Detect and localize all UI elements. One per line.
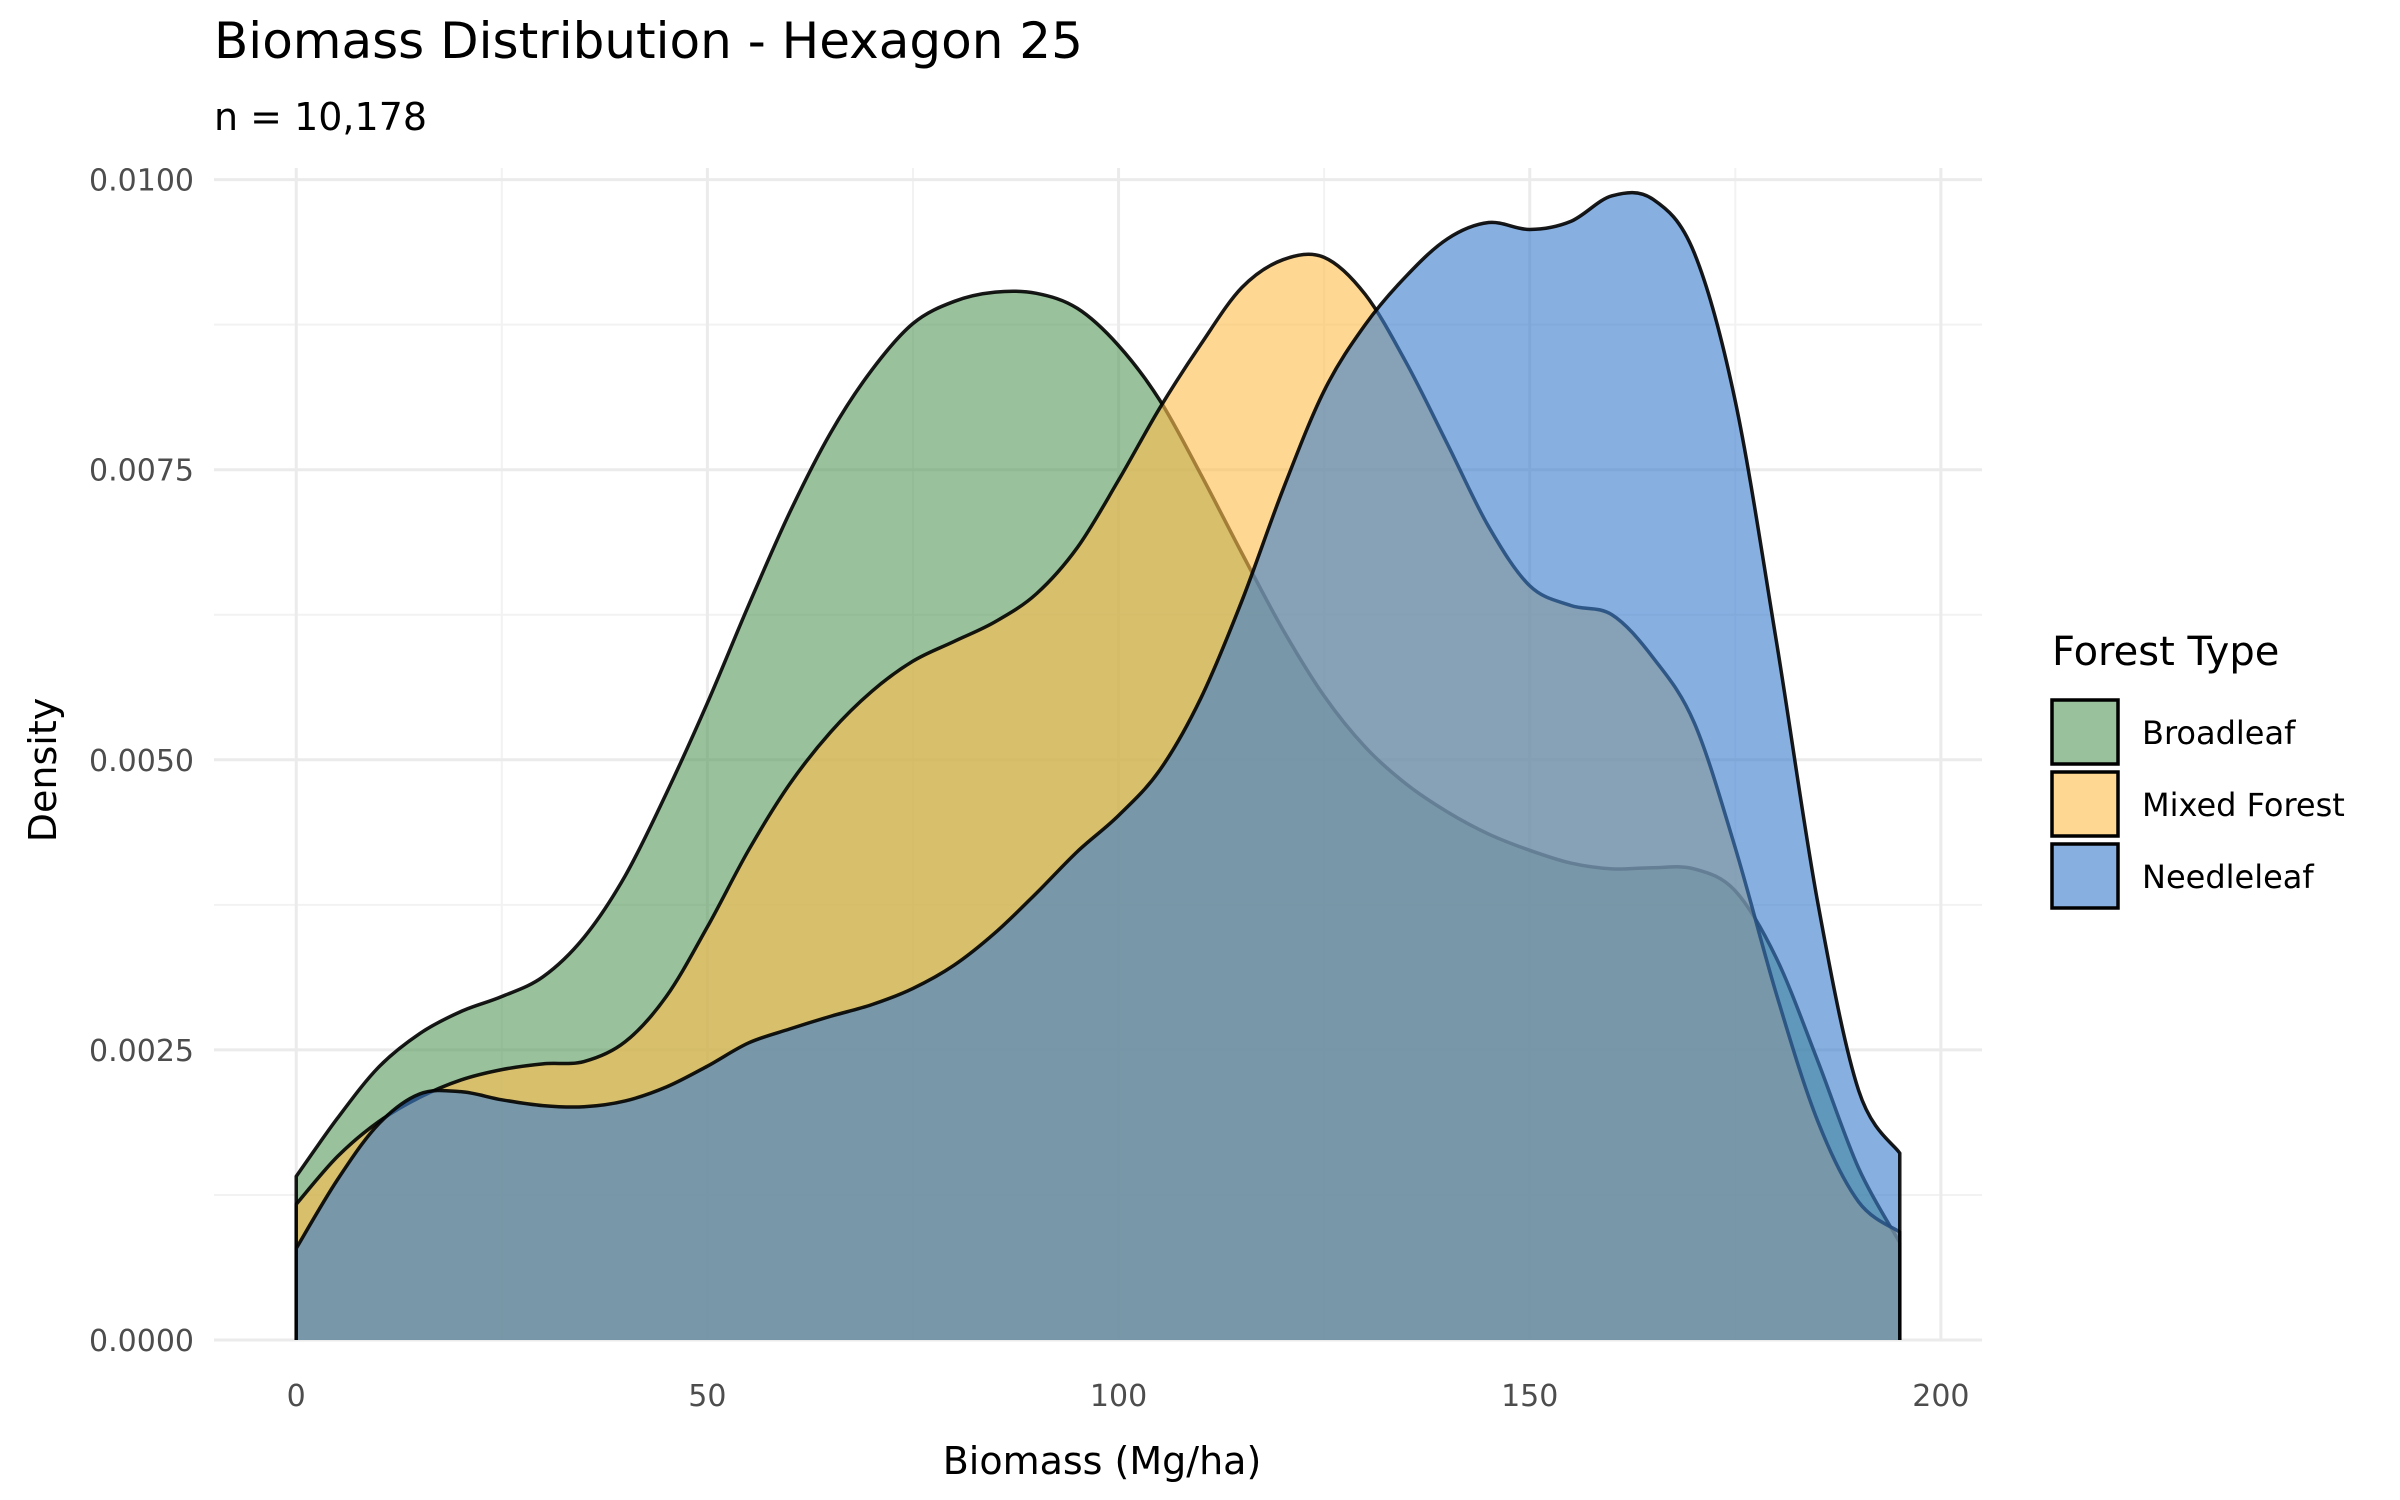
y-axis-ticks: 0.0000 0.0025 0.0050 0.0075 0.0100 bbox=[89, 164, 194, 1359]
legend-items: Broadleaf Mixed Forest Needleleaf bbox=[2050, 698, 2345, 910]
y-tick-label: 0.0025 bbox=[89, 1034, 194, 1069]
density-line-needleleaf bbox=[294, 190, 1902, 1340]
legend-swatch bbox=[2050, 842, 2120, 910]
x-axis-ticks: 0 50 100 150 200 bbox=[287, 1379, 1970, 1414]
y-tick-label: 0.0075 bbox=[89, 454, 194, 489]
y-tick-label: 0.0000 bbox=[89, 1324, 194, 1359]
chart-title: Biomass Distribution - Hexagon 25 bbox=[214, 12, 1083, 70]
legend-item: Mixed Forest bbox=[2050, 770, 2345, 838]
x-tick-label: 100 bbox=[1090, 1379, 1147, 1414]
legend-label: Mixed Forest bbox=[2142, 786, 2345, 824]
legend: Forest Type Broadleaf Mixed Forest Needlel… bbox=[2050, 629, 2345, 910]
legend-title: Forest Type bbox=[2052, 629, 2279, 675]
legend-item: Needleleaf bbox=[2050, 842, 2314, 910]
x-tick-label: 50 bbox=[688, 1379, 726, 1414]
legend-label: Needleleaf bbox=[2142, 858, 2314, 896]
x-axis-title: Biomass (Mg/ha) bbox=[943, 1439, 1262, 1483]
density-area-needleleaf bbox=[296, 192, 1900, 1341]
x-tick-label: 150 bbox=[1501, 1379, 1558, 1414]
y-tick-label: 0.0050 bbox=[89, 744, 194, 779]
x-tick-label: 0 bbox=[287, 1379, 306, 1414]
density-areas bbox=[294, 190, 1902, 1341]
legend-swatch bbox=[2050, 698, 2120, 766]
legend-item: Broadleaf bbox=[2050, 698, 2296, 766]
legend-label: Broadleaf bbox=[2142, 714, 2296, 752]
y-tick-label: 0.0100 bbox=[89, 164, 194, 199]
y-axis-title: Density bbox=[21, 698, 65, 842]
chart-subtitle: n = 10,178 bbox=[214, 95, 427, 139]
legend-swatch bbox=[2050, 770, 2120, 838]
x-tick-label: 200 bbox=[1912, 1379, 1969, 1414]
